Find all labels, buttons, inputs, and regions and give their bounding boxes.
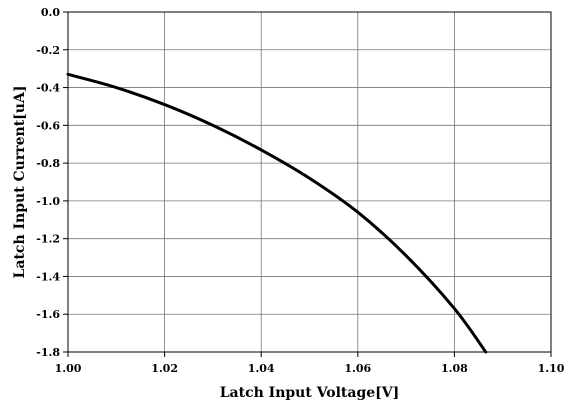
x-tick-label: 1.00 <box>55 362 82 375</box>
plot-frame <box>67 11 552 353</box>
x-tick-labels: 1.00 1.02 1.04 1.06 1.08 1.10 <box>55 362 565 375</box>
series-layer <box>66 72 488 354</box>
series-line <box>66 72 488 354</box>
y-tick-label: -0.2 <box>36 44 60 57</box>
ticks <box>63 11 552 357</box>
y-tick-label: -1.8 <box>36 346 60 359</box>
y-tick-labels: 0.0 -0.2 -0.4 -0.6 -0.8 -1.0 -1.2 -1.4 -1.6 -1.8 <box>36 6 60 359</box>
x-tick-label: 1.10 <box>538 362 565 375</box>
y-tick-label: -1.6 <box>36 308 60 321</box>
x-tick-label: 1.02 <box>151 362 178 375</box>
x-tick-label: 1.06 <box>344 362 371 375</box>
y-tick-label: -1.0 <box>36 195 60 208</box>
grid-lines <box>67 11 552 353</box>
x-axis-title: Latch Input Voltage[V] <box>220 385 400 401</box>
y-tick-label: -1.4 <box>36 270 60 283</box>
y-tick-label: -1.2 <box>36 233 60 246</box>
y-tick-label: -0.6 <box>36 119 60 132</box>
y-axis-title: Latch Input Current[uA] <box>12 86 28 279</box>
y-tick-label: -0.8 <box>36 157 60 170</box>
x-tick-label: 1.08 <box>441 362 468 375</box>
y-tick-label: 0.0 <box>41 6 60 19</box>
x-tick-label: 1.04 <box>248 362 275 375</box>
y-tick-label: -0.4 <box>36 82 60 95</box>
